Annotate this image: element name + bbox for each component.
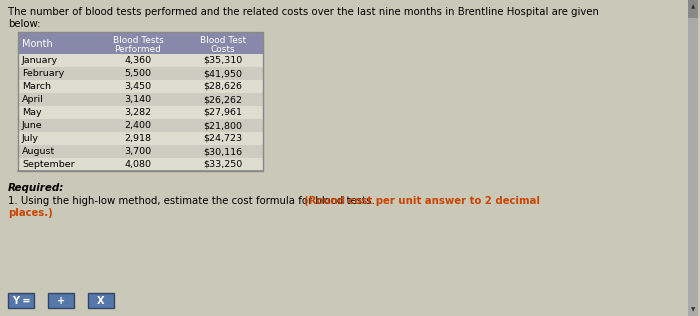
Text: X: X bbox=[97, 295, 105, 306]
Bar bbox=[18, 67, 263, 80]
Text: $24,723: $24,723 bbox=[204, 134, 243, 143]
Text: places.): places.) bbox=[8, 208, 52, 218]
Bar bbox=[18, 93, 263, 106]
Text: 2,400: 2,400 bbox=[125, 121, 151, 130]
Bar bbox=[18, 119, 263, 132]
Text: $26,262: $26,262 bbox=[204, 95, 242, 104]
Bar bbox=[688, 0, 698, 316]
Text: 3,140: 3,140 bbox=[125, 95, 152, 104]
Bar bbox=[18, 80, 263, 93]
Bar bbox=[18, 158, 263, 171]
Text: 3,700: 3,700 bbox=[125, 147, 152, 156]
Text: $28,626: $28,626 bbox=[204, 82, 242, 91]
Bar bbox=[18, 32, 263, 171]
Text: $27,961: $27,961 bbox=[204, 108, 242, 117]
Text: 1. Using the high-low method, estimate the cost formula for blood tests.: 1. Using the high-low method, estimate t… bbox=[8, 196, 378, 206]
Text: 2,918: 2,918 bbox=[125, 134, 151, 143]
Text: below:: below: bbox=[8, 19, 41, 29]
Bar bbox=[18, 54, 263, 67]
Text: 3,282: 3,282 bbox=[125, 108, 152, 117]
Text: Blood Test: Blood Test bbox=[200, 36, 246, 45]
Text: May: May bbox=[22, 108, 41, 117]
Text: $33,250: $33,250 bbox=[204, 160, 243, 169]
Text: $35,310: $35,310 bbox=[204, 56, 243, 65]
Bar bbox=[88, 293, 114, 308]
Bar bbox=[8, 293, 34, 308]
Text: July: July bbox=[22, 134, 39, 143]
Text: August: August bbox=[22, 147, 55, 156]
Bar bbox=[18, 106, 263, 119]
Text: Blood Tests: Blood Tests bbox=[113, 36, 163, 45]
Text: March: March bbox=[22, 82, 51, 91]
Text: ▼: ▼ bbox=[691, 307, 695, 312]
Text: (Round cost per unit answer to 2 decimal: (Round cost per unit answer to 2 decimal bbox=[304, 196, 540, 206]
Bar bbox=[18, 32, 263, 54]
Text: February: February bbox=[22, 69, 64, 78]
Text: Y =: Y = bbox=[12, 295, 30, 306]
Text: 5,500: 5,500 bbox=[125, 69, 151, 78]
Text: $21,800: $21,800 bbox=[204, 121, 242, 130]
Text: 3,450: 3,450 bbox=[125, 82, 152, 91]
Text: $41,950: $41,950 bbox=[204, 69, 242, 78]
Text: January: January bbox=[22, 56, 58, 65]
Text: April: April bbox=[22, 95, 43, 104]
Bar bbox=[688, 0, 698, 18]
Bar bbox=[18, 145, 263, 158]
Text: June: June bbox=[22, 121, 43, 130]
Text: 4,360: 4,360 bbox=[125, 56, 152, 65]
Text: +: + bbox=[57, 295, 65, 306]
Text: September: September bbox=[22, 160, 75, 169]
Text: Month: Month bbox=[22, 39, 52, 49]
Text: $30,116: $30,116 bbox=[204, 147, 243, 156]
Text: ▲: ▲ bbox=[691, 4, 695, 9]
Text: Costs: Costs bbox=[211, 45, 235, 54]
Bar bbox=[18, 132, 263, 145]
Text: Required:: Required: bbox=[8, 183, 64, 193]
Text: Performed: Performed bbox=[115, 45, 162, 54]
Text: The number of blood tests performed and the related costs over the last nine mon: The number of blood tests performed and … bbox=[8, 7, 599, 17]
Bar bbox=[48, 293, 74, 308]
Text: 4,080: 4,080 bbox=[125, 160, 151, 169]
